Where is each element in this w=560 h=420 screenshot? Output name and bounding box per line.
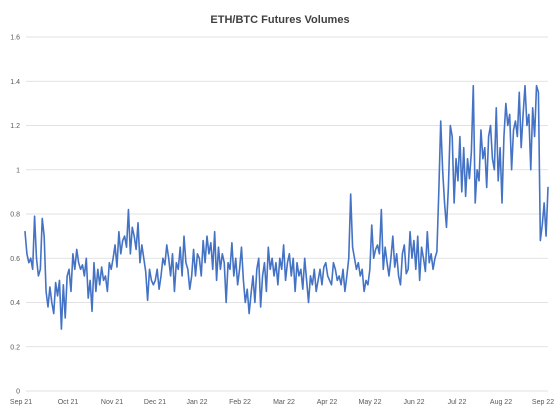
x-axis-labels: Sep 21 Oct 21 Nov 21 Dec 21 Jan 22 Feb 22 Mar …	[10, 399, 554, 406]
x-tick-label: May 22	[359, 399, 382, 406]
x-tick-label: Mar 22	[273, 399, 295, 406]
x-tick-label: Apr 22	[317, 399, 338, 406]
x-tick-label: Jul 22	[448, 399, 467, 406]
y-tick-label: 1.6	[10, 35, 20, 42]
x-tick-label: Sep 22	[532, 399, 554, 406]
y-tick-label: 0.8	[10, 212, 20, 219]
y-tick-label: 0.2	[10, 344, 20, 351]
series-layer	[24, 84, 549, 330]
x-tick-label: Nov 21	[101, 399, 123, 406]
y-axis-labels: 0 0.2 0.4 0.6 0.8 1 1.2 1.4 1.6	[10, 35, 20, 396]
y-tick-label: 1.4	[10, 79, 20, 86]
x-tick-label: Dec 21	[144, 399, 166, 406]
y-tick-label: 1	[16, 167, 20, 174]
x-tick-label: Feb 22	[229, 399, 251, 406]
x-tick-label: Oct 21	[58, 399, 79, 406]
x-tick-label: Sep 21	[10, 399, 32, 406]
x-tick-label: Jun 22	[403, 399, 424, 406]
y-tick-label: 0.6	[10, 256, 20, 263]
y-tick-label: 0	[16, 389, 20, 396]
x-tick-label: Aug 22	[490, 399, 512, 406]
chart-title: ETH/BTC Futures Volumes	[210, 14, 349, 26]
series-line	[24, 84, 549, 330]
y-tick-label: 1.2	[10, 123, 20, 130]
y-tick-label: 0.4	[10, 300, 20, 307]
x-tick-label: Jan 22	[186, 399, 207, 406]
